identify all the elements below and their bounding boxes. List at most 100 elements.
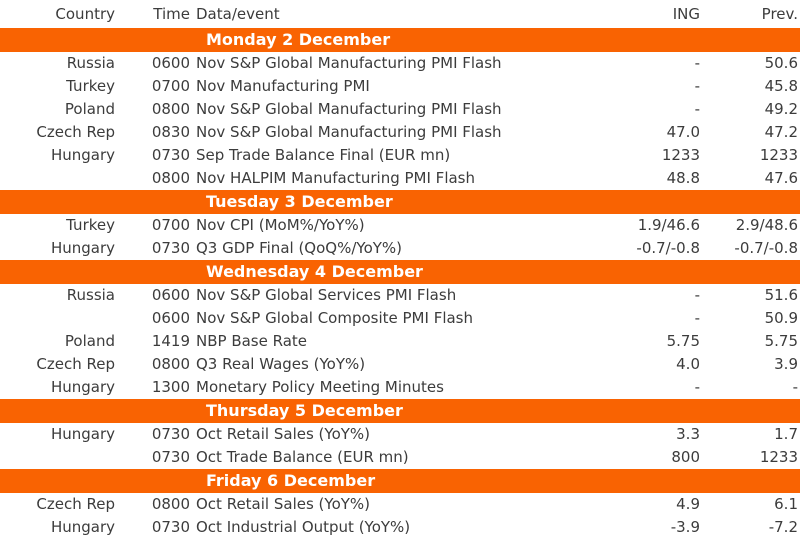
cell-country: Hungary: [50, 518, 115, 536]
column-header-time: Time: [153, 4, 190, 23]
day-section-label: Friday 6 December: [0, 469, 800, 493]
cell-country: Czech Rep: [36, 123, 115, 141]
cell-previous-value: -: [792, 378, 798, 396]
cell-event-description: Nov S&P Global Manufacturing PMI Flash: [196, 123, 502, 141]
cell-time: 0700: [151, 216, 190, 234]
cell-ing-forecast: 3.3: [676, 425, 700, 443]
cell-country: Turkey: [66, 216, 115, 234]
cell-previous-value: 47.6: [764, 169, 798, 187]
column-header-row: Country Time Data/event ING Prev.: [0, 0, 800, 28]
event-row: Hungary 0730 Sep Trade Balance Final (EU…: [0, 144, 800, 167]
event-row: 0800 Nov HALPIM Manufacturing PMI Flash …: [0, 167, 800, 190]
cell-time: 0800: [151, 355, 190, 373]
cell-event-description: Nov S&P Global Services PMI Flash: [196, 286, 457, 304]
cell-country: Hungary: [50, 239, 115, 257]
cell-country: Russia: [66, 54, 115, 72]
cell-previous-value: 50.9: [764, 309, 798, 327]
cell-previous-value: 6.1: [774, 495, 798, 513]
cell-previous-value: 50.6: [764, 54, 798, 72]
cell-time: 1300: [151, 378, 190, 396]
event-row: Turkey 0700 Nov CPI (MoM%/YoY%) 1.9/46.6…: [0, 214, 800, 237]
event-row: Russia 0600 Nov S&P Global Manufacturing…: [0, 52, 800, 75]
cell-ing-forecast: -: [694, 54, 700, 72]
cell-country: Russia: [66, 286, 115, 304]
cell-event-description: Oct Trade Balance (EUR mn): [196, 448, 409, 466]
column-header-ing-forecast: ING: [672, 4, 700, 23]
column-header-previous: Prev.: [761, 4, 798, 23]
cell-ing-forecast: -: [694, 378, 700, 396]
cell-time: 0730: [151, 146, 190, 164]
day-section-header-row: Friday 6 December: [0, 469, 800, 493]
cell-previous-value: 47.2: [764, 123, 798, 141]
cell-country: Poland: [64, 332, 115, 350]
day-section-header-row: Monday 2 December: [0, 28, 800, 52]
day-section-header-row: Thursday 5 December: [0, 399, 800, 423]
event-row: Russia 0600 Nov S&P Global Services PMI …: [0, 284, 800, 307]
cell-country: Turkey: [66, 77, 115, 95]
cell-event-description: Monetary Policy Meeting Minutes: [196, 378, 444, 396]
cell-ing-forecast: 47.0: [666, 123, 700, 141]
cell-ing-forecast: -: [694, 286, 700, 304]
cell-time: 0800: [151, 169, 190, 187]
event-row: Hungary 1300 Monetary Policy Meeting Min…: [0, 376, 800, 399]
cell-time: 0600: [151, 286, 190, 304]
cell-country: [0, 167, 120, 190]
event-row: Hungary 0730 Q3 GDP Final (QoQ%/YoY%) -0…: [0, 237, 800, 260]
cell-country: Czech Rep: [36, 495, 115, 513]
cell-time: 0730: [151, 448, 190, 466]
cell-event-description: Q3 GDP Final (QoQ%/YoY%): [196, 239, 403, 257]
event-row: Czech Rep 0800 Oct Retail Sales (YoY%) 4…: [0, 493, 800, 516]
cell-ing-forecast: -: [694, 309, 700, 327]
cell-ing-forecast: -: [694, 100, 700, 118]
event-row: Hungary 0730 Oct Industrial Output (YoY%…: [0, 516, 800, 539]
cell-time: 0830: [151, 123, 190, 141]
cell-event-description: Sep Trade Balance Final (EUR mn): [196, 146, 451, 164]
cell-time: 0800: [151, 495, 190, 513]
event-row: Poland 0800 Nov S&P Global Manufacturing…: [0, 98, 800, 121]
cell-ing-forecast: 48.8: [666, 169, 700, 187]
cell-previous-value: -7.2: [768, 518, 798, 536]
cell-time: 0700: [151, 77, 190, 95]
day-section-label: Wednesday 4 December: [0, 260, 800, 284]
cell-previous-value: 1.7: [774, 425, 798, 443]
cell-ing-forecast: -3.9: [670, 518, 700, 536]
event-row: Hungary 0730 Oct Retail Sales (YoY%) 3.3…: [0, 423, 800, 446]
cell-previous-value: 2.9/48.6: [735, 216, 798, 234]
cell-time: 0730: [151, 425, 190, 443]
column-header-country: Country: [55, 4, 115, 23]
cell-country: [0, 446, 120, 469]
cell-event-description: Nov HALPIM Manufacturing PMI Flash: [196, 169, 475, 187]
cell-country: Czech Rep: [36, 355, 115, 373]
cell-event-description: Nov S&P Global Composite PMI Flash: [196, 309, 474, 327]
cell-ing-forecast: 1.9/46.6: [637, 216, 700, 234]
event-row: Czech Rep 0830 Nov S&P Global Manufactur…: [0, 121, 800, 144]
day-section-header-row: Wednesday 4 December: [0, 260, 800, 284]
cell-previous-value: 3.9: [774, 355, 798, 373]
cell-country: Hungary: [50, 146, 115, 164]
cell-time: 0730: [151, 518, 190, 536]
cell-time: 0800: [151, 100, 190, 118]
column-header-data-event: Data/event: [196, 4, 280, 23]
cell-time: 1419: [151, 332, 190, 350]
cell-event-description: NBP Base Rate: [196, 332, 308, 350]
cell-previous-value: 45.8: [764, 77, 798, 95]
cell-ing-forecast: 800: [671, 448, 700, 466]
cell-time: 0730: [151, 239, 190, 257]
cell-event-description: Oct Industrial Output (YoY%): [196, 518, 411, 536]
event-row: Turkey 0700 Nov Manufacturing PMI - 45.8: [0, 75, 800, 98]
cell-previous-value: 1233: [759, 448, 798, 466]
day-section-label: Thursday 5 December: [0, 399, 800, 423]
cell-previous-value: -0.7/-0.8: [734, 239, 798, 257]
cell-previous-value: 1233: [759, 146, 798, 164]
event-row: Poland 1419 NBP Base Rate 5.75 5.75: [0, 330, 800, 353]
cell-event-description: Nov Manufacturing PMI: [196, 77, 370, 95]
cell-ing-forecast: -: [694, 77, 700, 95]
cell-time: 0600: [151, 54, 190, 72]
cell-time: 0600: [151, 309, 190, 327]
cell-event-description: Nov CPI (MoM%/YoY%): [196, 216, 365, 234]
day-section-label: Tuesday 3 December: [0, 190, 800, 214]
cell-event-description: Nov S&P Global Manufacturing PMI Flash: [196, 54, 502, 72]
event-row: 0730 Oct Trade Balance (EUR mn) 800 1233: [0, 446, 800, 469]
cell-previous-value: 51.6: [764, 286, 798, 304]
